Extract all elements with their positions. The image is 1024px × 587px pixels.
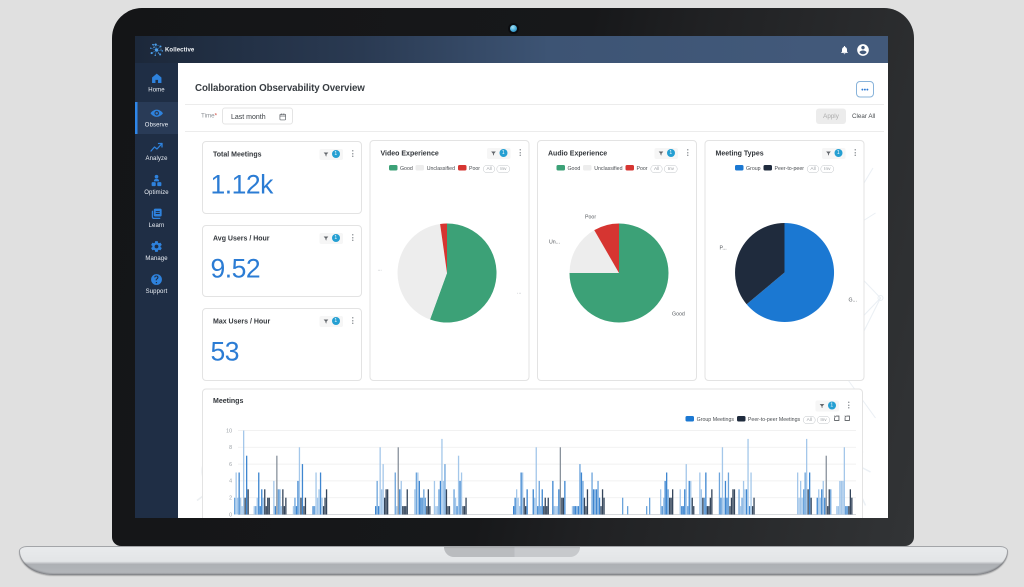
svg-text:4: 4	[229, 479, 232, 485]
svg-text:0: 0	[229, 512, 232, 518]
svg-text:6: 6	[229, 462, 232, 468]
svg-text:10: 10	[226, 428, 232, 434]
svg-text:2: 2	[229, 495, 232, 501]
svg-text:8: 8	[229, 445, 232, 451]
